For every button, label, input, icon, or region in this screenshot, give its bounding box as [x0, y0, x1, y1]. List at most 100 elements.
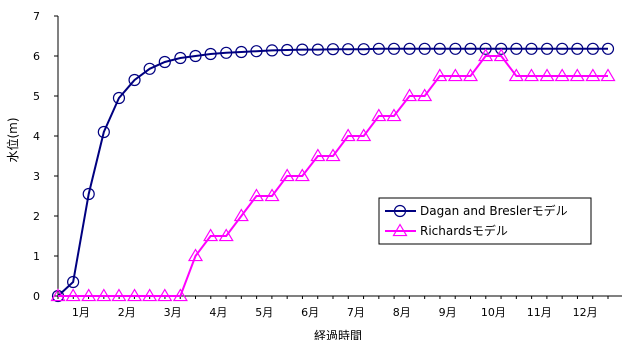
axes: 0 1 2 3 4 5 6 7 1月 2月 3月 4月 5月 6月 7月 8月 9月 10月 11月 12月	[33, 10, 622, 319]
data-point-triangle	[356, 128, 372, 142]
y-tick-label: 4	[33, 130, 40, 143]
x-tick-label: 8月	[393, 306, 411, 319]
data-point-circle	[342, 43, 355, 56]
data-point-triangle	[539, 68, 555, 82]
legend: Dagan and Breslerモデル Richardsモデル	[378, 197, 592, 245]
data-point-circle	[158, 55, 171, 69]
data-point-triangle	[248, 188, 265, 202]
x-tick-label: 6月	[301, 306, 319, 319]
series-richards	[50, 48, 616, 302]
legend-marker-triangle	[392, 223, 408, 237]
data-point-circle	[281, 43, 294, 57]
data-point-circle	[128, 73, 141, 87]
data-point-triangle	[508, 68, 524, 82]
data-point-circle	[220, 46, 233, 59]
data-point-circle	[67, 275, 80, 289]
data-point-circle	[82, 187, 95, 201]
data-point-circle	[387, 42, 401, 55]
data-point-circle	[601, 42, 615, 55]
data-point-circle	[357, 43, 370, 56]
x-tick-label: 2月	[118, 306, 136, 319]
legend-item-richards	[385, 223, 416, 237]
data-point-circle	[174, 51, 187, 65]
data-point-circle	[556, 42, 569, 55]
data-point-triangle	[142, 288, 158, 302]
data-point-triangle	[279, 168, 295, 182]
data-point-circle	[495, 42, 508, 55]
data-point-triangle	[218, 228, 234, 242]
data-point-circle	[449, 42, 462, 55]
data-point-circle	[418, 42, 431, 55]
data-point-triangle	[294, 168, 310, 182]
data-point-triangle	[340, 128, 356, 142]
x-axis-label: 経過時間	[314, 329, 362, 340]
data-point-circle	[433, 42, 446, 55]
data-point-triangle	[447, 68, 463, 82]
x-tick-label: 11月	[527, 306, 552, 319]
data-point-triangle	[371, 108, 387, 122]
data-point-triangle	[554, 68, 570, 82]
series-line	[58, 55, 608, 297]
data-point-triangle	[187, 248, 204, 262]
data-point-triangle	[50, 288, 66, 302]
x-tick-label: 3月	[164, 306, 182, 319]
data-point-circle	[571, 42, 584, 55]
data-point-circle	[540, 42, 554, 55]
x-tick-label: 12月	[573, 306, 598, 319]
data-point-triangle	[65, 288, 81, 302]
legend-label-richards: Richardsモデル	[420, 223, 508, 238]
x-tick-label: 10月	[481, 306, 506, 319]
data-point-circle	[479, 42, 492, 55]
data-point-triangle	[126, 288, 143, 302]
data-point-circle	[525, 42, 538, 55]
series-dagan-bresler	[51, 42, 615, 303]
data-point-circle	[143, 62, 156, 75]
data-point-triangle	[569, 68, 585, 82]
data-point-circle	[235, 45, 248, 59]
data-point-triangle	[432, 68, 448, 82]
data-point-triangle	[111, 288, 127, 302]
data-point-circle	[189, 49, 202, 63]
y-tick-label: 7	[33, 10, 40, 23]
data-point-circle	[265, 44, 279, 57]
legend-label-dagan: Dagan and Breslerモデル	[420, 203, 568, 218]
data-point-circle	[586, 42, 599, 55]
data-point-circle	[97, 125, 110, 139]
data-point-circle	[510, 42, 523, 55]
series-line	[57, 47, 608, 297]
data-point-triangle	[401, 88, 418, 102]
y-tick-label: 1	[33, 250, 40, 263]
x-tick-label: 5月	[255, 306, 273, 319]
legend-box	[378, 197, 592, 245]
data-point-triangle	[81, 288, 97, 302]
data-point-triangle	[325, 148, 341, 162]
data-point-triangle	[417, 88, 433, 102]
x-tick-label: 9月	[439, 306, 457, 319]
data-point-triangle	[172, 288, 188, 302]
data-point-circle	[250, 45, 263, 58]
y-tick-label: 5	[33, 90, 40, 103]
data-point-circle	[372, 42, 385, 55]
data-point-circle	[296, 43, 309, 56]
data-point-triangle	[386, 108, 402, 122]
data-point-triangle	[462, 68, 479, 82]
data-point-circle	[326, 43, 340, 56]
data-point-circle	[112, 91, 126, 105]
data-point-triangle	[157, 288, 173, 302]
series-layer	[50, 42, 616, 303]
data-point-triangle	[493, 48, 509, 62]
y-tick-label: 3	[33, 170, 40, 183]
data-point-triangle	[600, 68, 616, 82]
data-point-circle	[311, 43, 324, 56]
data-point-triangle	[264, 188, 280, 202]
x-tick-label: 4月	[209, 306, 227, 319]
data-point-circle	[403, 42, 416, 55]
data-point-triangle	[523, 68, 540, 82]
y-tick-label: 6	[33, 50, 40, 63]
data-point-triangle	[585, 68, 601, 82]
data-point-triangle	[233, 208, 249, 222]
x-tick-label: 7月	[347, 306, 365, 319]
data-point-triangle	[478, 48, 494, 62]
y-axis-label: 水位(m)	[5, 117, 20, 162]
